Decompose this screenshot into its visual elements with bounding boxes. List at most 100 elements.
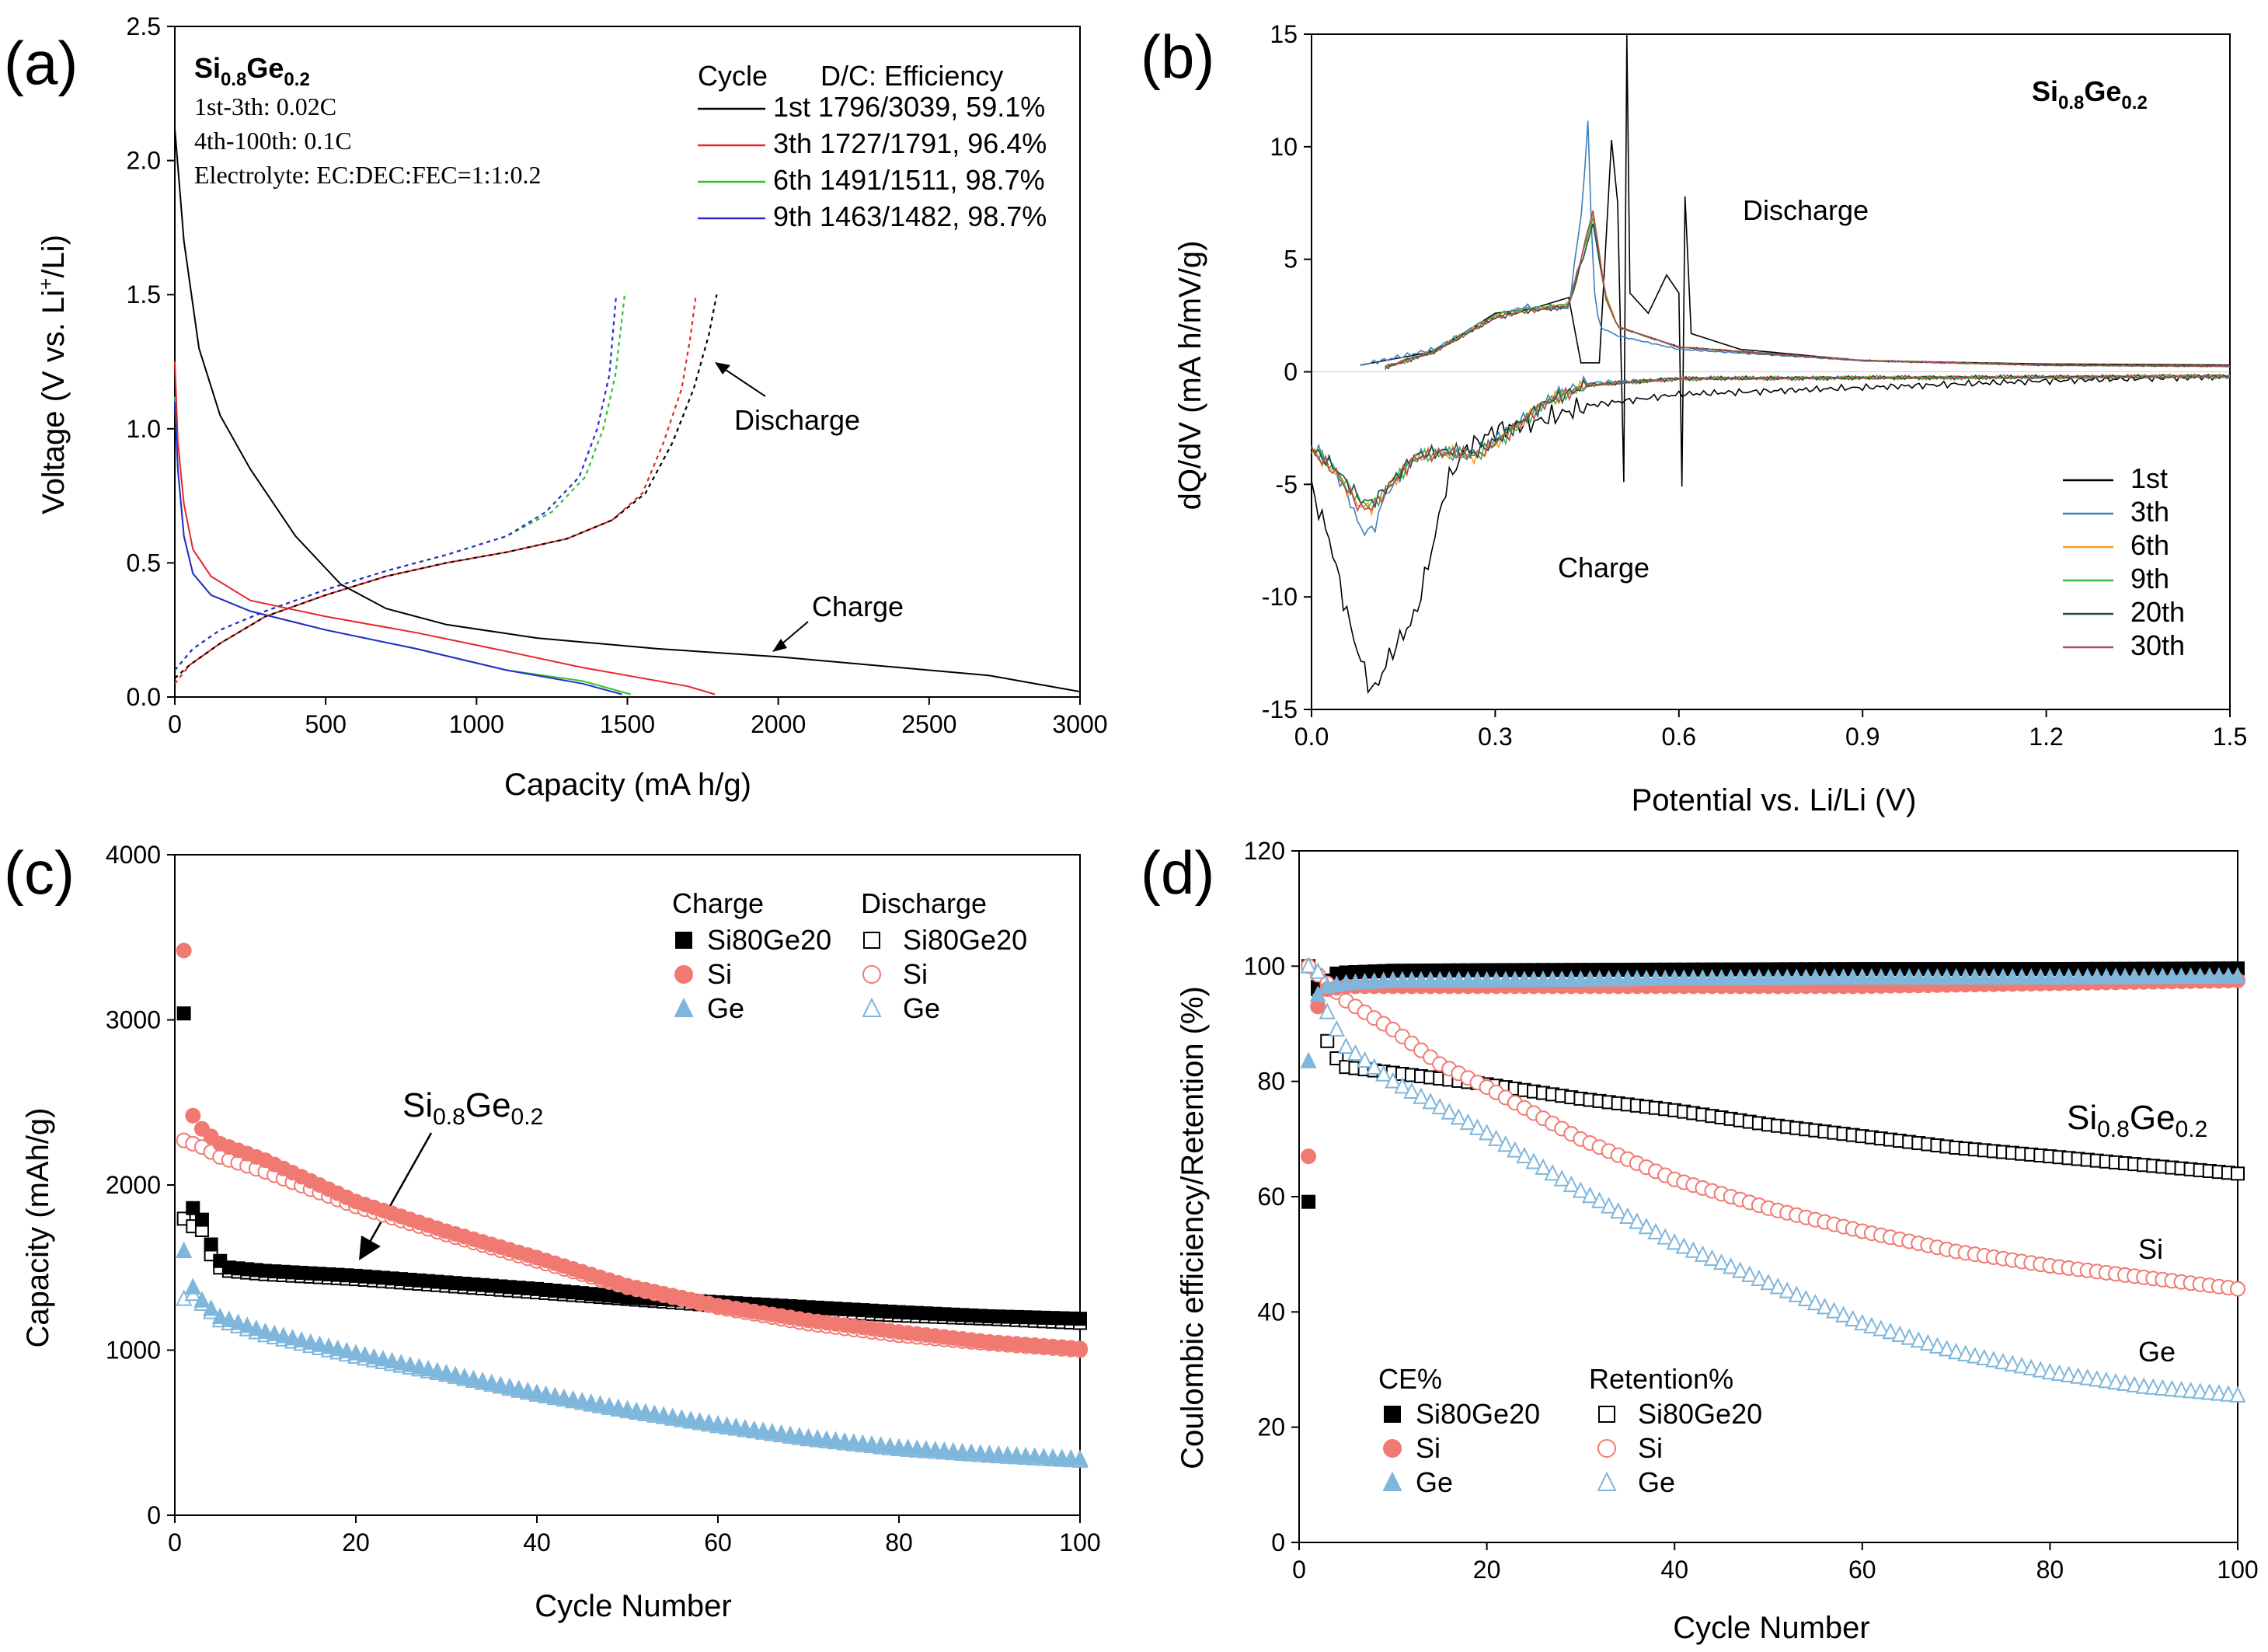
panel-d-Ge-hollow-point <box>1619 1207 1636 1224</box>
panel-b-annotation-charge: Charge <box>1558 552 1650 584</box>
panel-d-Ge-hollow-point <box>1976 1348 1993 1366</box>
panel-d-Ge-hollow-point <box>1751 1269 1768 1287</box>
panel-d-Ge-filled-point <box>2229 967 2246 984</box>
panel-a-legend-label-3th: 3th 1727/1791, 96.4% <box>773 127 1047 159</box>
panel-b-legend-label-6th: 6th <box>2130 529 2169 561</box>
panel-a-xtick-label: 1000 <box>449 710 504 738</box>
panel-d-xtick-label: 80 <box>2036 1556 2064 1584</box>
panel-d-ytick-label: 80 <box>1257 1068 1285 1096</box>
panel-d-Ge-hollow-point <box>1468 1118 1486 1135</box>
panel-d-Ge-hollow-point <box>1385 1072 1402 1089</box>
panel-d-legend-label-hollow-Si80Ge20: Si80Ge20 <box>1638 1398 1762 1430</box>
panel-d-Ge-hollow-point <box>1488 1129 1505 1146</box>
panel-c-Si-filled-point <box>176 943 192 959</box>
panel-d-Ge-hollow-point <box>1779 1281 1796 1298</box>
panel-c-legend-label-filled-Ge: Ge <box>707 992 744 1024</box>
panel-b-series-30th-upper <box>1384 210 2231 371</box>
panel-d-Ge-hollow-point <box>1825 1302 1843 1319</box>
panel-d-Ge-hollow-point <box>1337 1037 1355 1054</box>
panel-a-series-6th-charge <box>174 396 632 695</box>
panel-c-Ge-filled-point <box>347 1344 364 1361</box>
panel-c-Ge-filled-point <box>682 1410 699 1427</box>
panel-c-Ge-filled-point <box>501 1377 518 1395</box>
panel-b-ytick-label: -5 <box>1276 470 1298 498</box>
panel-c-Ge-filled-point <box>365 1347 382 1364</box>
panel-c-xtick-label: 20 <box>342 1528 370 1556</box>
panel-d-legend-filled-Si80Ge20 <box>1384 1406 1401 1423</box>
panel-d-ytick-label: 60 <box>1257 1183 1285 1211</box>
panel-d-Ge-hollow-point <box>1797 1289 1814 1307</box>
panel-c-Ge-filled-point <box>256 1322 274 1340</box>
panel-c-Ge-filled-point <box>311 1335 329 1352</box>
panel-c-xtick-label: 0 <box>168 1528 182 1556</box>
panel-d-Ge-hollow-point <box>1478 1124 1496 1141</box>
panel-d-Ge-hollow-point <box>2192 1382 2209 1399</box>
panel-c-Ge-filled-point <box>483 1373 500 1390</box>
panel-c-Ge-filled-point <box>528 1383 545 1400</box>
panel-d-Ge-hollow-point <box>1816 1298 1834 1315</box>
panel-c-Ge-filled-point <box>320 1337 337 1354</box>
panel-d-Si80Ge20-hollow-point <box>2231 1166 2245 1181</box>
panel-d-Ge-filled-point <box>1309 985 1326 1002</box>
panel-d-Ge-filled-point <box>1300 1051 1317 1068</box>
panel-c-Ge-filled-point <box>248 1319 265 1337</box>
panel-c-Ge-filled-point <box>646 1404 664 1421</box>
panel-a-axes: 0 500 1000 1500 2000 2500 3000 0.0 0.5 1.0 1.5 2.0 2… <box>127 12 1108 738</box>
panel-b-legend-label-30th: 30th <box>2130 629 2185 661</box>
panel-a-series-1st-charge <box>174 128 1081 693</box>
panel-b-ytick-label: 5 <box>1284 246 1298 274</box>
panel-d-legend-label-filled-Ge: Ge <box>1416 1466 1453 1498</box>
panel-c-Ge-filled-point <box>601 1396 618 1413</box>
panel-c-Si-filled-point <box>185 1107 201 1124</box>
panel-c-legend-label-hollow-Ge: Ge <box>903 992 940 1024</box>
panel-a-info-2: 4th-100th: 0.1C <box>194 127 352 155</box>
panel-d-Ge-hollow-point <box>1507 1141 1524 1158</box>
panel-b-series-20th-upper <box>1385 223 2231 370</box>
panel-c-Ge-filled-point <box>628 1401 645 1418</box>
panel-c-xtick-label: 60 <box>704 1528 732 1556</box>
panel-d-Ge-hollow-point <box>1666 1233 1683 1250</box>
panel-d-Ge-hollow-point <box>2107 1372 2124 1390</box>
panel-c-Ge-filled-point <box>410 1357 428 1375</box>
panel-c-Ge-filled-point <box>239 1316 256 1333</box>
panel-c-Ge-filled-point <box>302 1333 319 1350</box>
panel-c-legend-filled-Ge <box>674 997 694 1017</box>
panel-a-info-1: 1st-3th: 0.02C <box>194 92 336 120</box>
panel-d-annotation-si: Si <box>2138 1233 2163 1265</box>
panel-c-ytick-label: 2000 <box>106 1171 161 1199</box>
panel-d-Ge-hollow-point <box>1712 1253 1730 1270</box>
panel-d-Ge-hollow-point <box>1441 1103 1458 1120</box>
panel-d-Ge-hollow-point <box>1900 1328 1918 1345</box>
panel-a-ytick-label: 1.0 <box>127 415 161 443</box>
panel-b-legend-label-20th: 20th <box>2130 596 2185 628</box>
panel-d-Ge-hollow-point <box>1375 1065 1392 1082</box>
panel-c-Ge-filled-point <box>465 1369 483 1386</box>
panel-d-Ge-hollow-point <box>1572 1181 1590 1198</box>
panel-c-Ge-filled-point <box>193 1291 211 1308</box>
panel-c-Ge-filled-point <box>637 1403 654 1420</box>
panel-d-xtick-label: 40 <box>1660 1556 1688 1584</box>
panel-d-Ge-hollow-point <box>1450 1108 1467 1125</box>
panel-d-Ge-hollow-point <box>2154 1378 2171 1396</box>
panel-d-Si-filled-point <box>1301 1148 1317 1165</box>
panel-c-Si80Ge20-filled-point <box>176 1006 191 1021</box>
panel-d-Ge-hollow-point <box>1835 1305 1852 1323</box>
panel-d-Ge-hollow-point <box>2070 1367 2087 1384</box>
panel-a-ytick-label: 2.5 <box>127 12 161 40</box>
panel-a-legend-label-9th: 9th 1463/1482, 98.7% <box>773 200 1047 232</box>
panel-d-Ge-hollow-point <box>1703 1249 1721 1267</box>
panel-d-legend-label-filled-Si80Ge20: Si80Ge20 <box>1416 1398 1540 1430</box>
panel-a-legend-label-1st: 1st 1796/3039, 59.1% <box>773 91 1045 123</box>
panel-a-xlabel: Capacity (mA h/g) <box>504 768 751 802</box>
panel-a-arrowhead-discharge <box>715 362 730 375</box>
panel-d-xtick-label: 100 <box>2217 1556 2258 1584</box>
panel-b-xtick-label: 0.6 <box>1662 723 1696 751</box>
panel-d-Ge-hollow-point <box>2022 1358 2040 1376</box>
panel-c-Ge-filled-point <box>357 1346 374 1363</box>
panel-b-xtick-label: 1.5 <box>2213 723 2247 751</box>
panel-c-Ge-filled-point <box>474 1371 491 1389</box>
panel-d-Ge-hollow-point <box>2163 1379 2181 1397</box>
